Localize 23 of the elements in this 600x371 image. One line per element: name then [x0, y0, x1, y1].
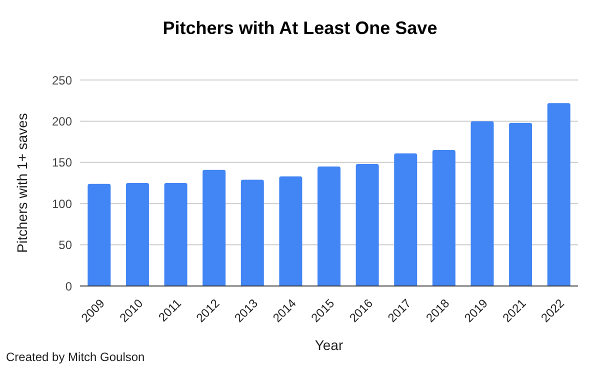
bar: [432, 150, 456, 286]
bar: [547, 103, 570, 286]
bar: [164, 183, 188, 286]
bar: [88, 184, 111, 286]
y-axis-title: Pitchers with 1+ saves: [14, 113, 30, 253]
y-tick-label: 100: [52, 196, 72, 211]
chart-title: Pitchers with At Least One Save: [162, 18, 438, 39]
bar: [202, 170, 226, 286]
bar: [470, 121, 494, 286]
bar: [240, 180, 264, 286]
y-tick-label: 150: [52, 156, 72, 170]
bar: [356, 164, 379, 286]
y-tick-label: 50: [58, 238, 72, 252]
bar: [509, 122, 532, 286]
y-tick-label: 200: [52, 114, 72, 128]
y-tick-label: 250: [52, 73, 72, 88]
text: Created by Mitch Goulson: [6, 350, 145, 364]
x-axis-title: Year: [314, 337, 344, 353]
y-tick-label: 0: [65, 279, 72, 294]
bar: [394, 153, 418, 286]
bar: [318, 166, 341, 286]
bar: [279, 176, 302, 286]
bar: [126, 183, 149, 286]
